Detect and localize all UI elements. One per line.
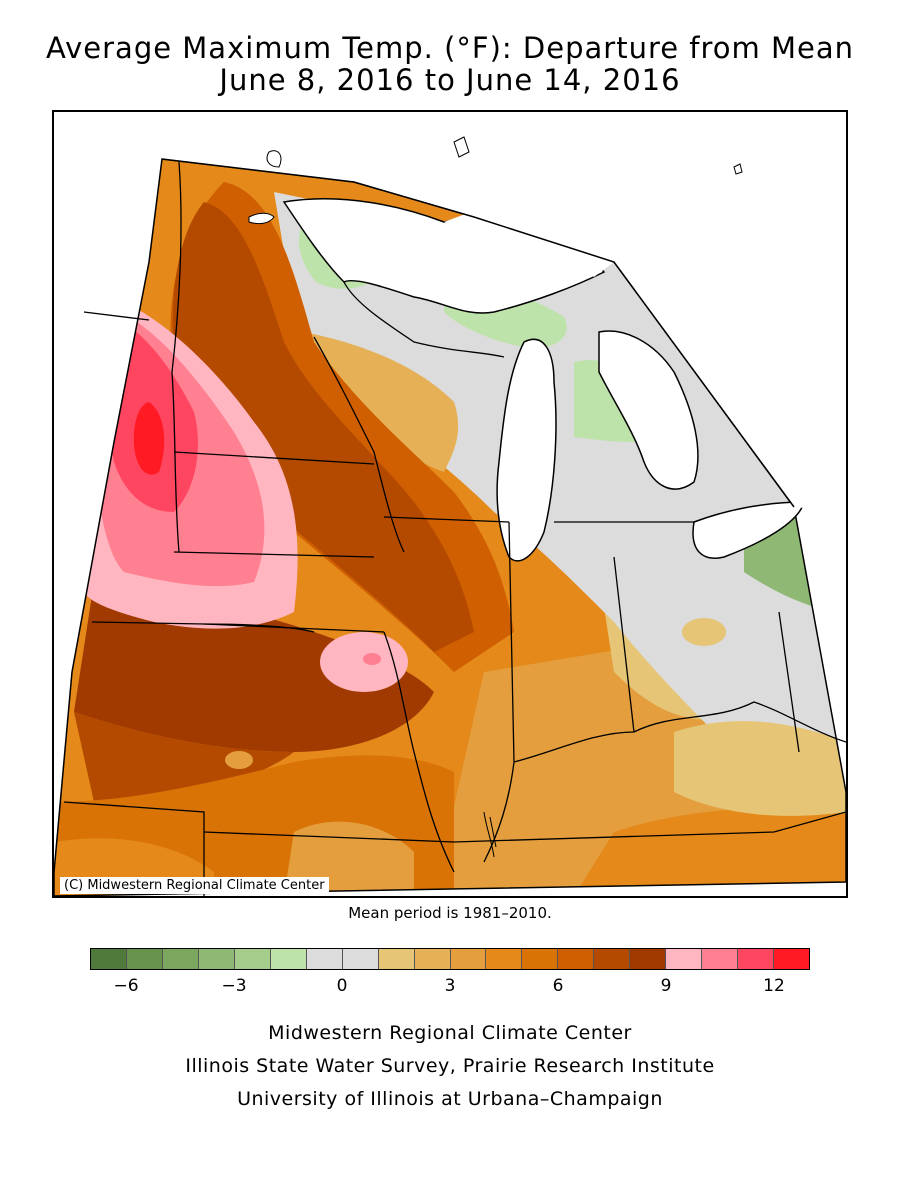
legend-swatch [738,949,775,969]
color-scale-bar [90,948,810,970]
temperature-departure-map [54,112,846,896]
legend-swatch [162,949,199,969]
legend-tick-label: 9 [660,976,672,996]
legend-swatch [198,949,235,969]
legend-swatch [702,949,739,969]
legend-swatch [306,949,343,969]
legend-swatch [342,949,379,969]
legend-swatch [630,949,667,969]
map-copyright: (C) Midwestern Regional Climate Center [60,877,329,894]
mean-period-note: Mean period is 1981–2010. [348,904,552,922]
legend-swatch [378,949,415,969]
legend-tick-label: 0 [336,976,348,996]
legend-swatch [558,949,595,969]
map-frame: (C) Midwestern Regional Climate Center [52,110,848,898]
legend-tick-label: 3 [444,976,456,996]
credit-line-3: University of Illinois at Urbana–Champai… [237,1088,663,1110]
legend-tick-label: −6 [113,976,139,996]
legend-swatch [774,949,810,969]
legend-swatch [234,949,271,969]
map-date-range: June 8, 2016 to June 14, 2016 [219,63,681,97]
legend-swatch [486,949,523,969]
map-title: Average Maximum Temp. (°F): Departure fr… [45,31,855,65]
legend-swatch [270,949,307,969]
legend-swatch [126,949,163,969]
legend-swatch [91,949,127,969]
credit-line-1: Midwestern Regional Climate Center [268,1022,632,1044]
legend-swatch [522,949,559,969]
legend-swatch [666,949,703,969]
color-scale-labels: −6 −3 0 3 6 9 12 [90,976,810,1000]
legend-swatch [414,949,451,969]
legend-swatch [450,949,487,969]
legend-swatch [594,949,631,969]
legend-tick-label: −3 [221,976,247,996]
credit-line-2: Illinois State Water Survey, Prairie Res… [185,1055,715,1077]
legend-tick-label: 6 [552,976,564,996]
legend-tick-label: 12 [763,976,785,996]
